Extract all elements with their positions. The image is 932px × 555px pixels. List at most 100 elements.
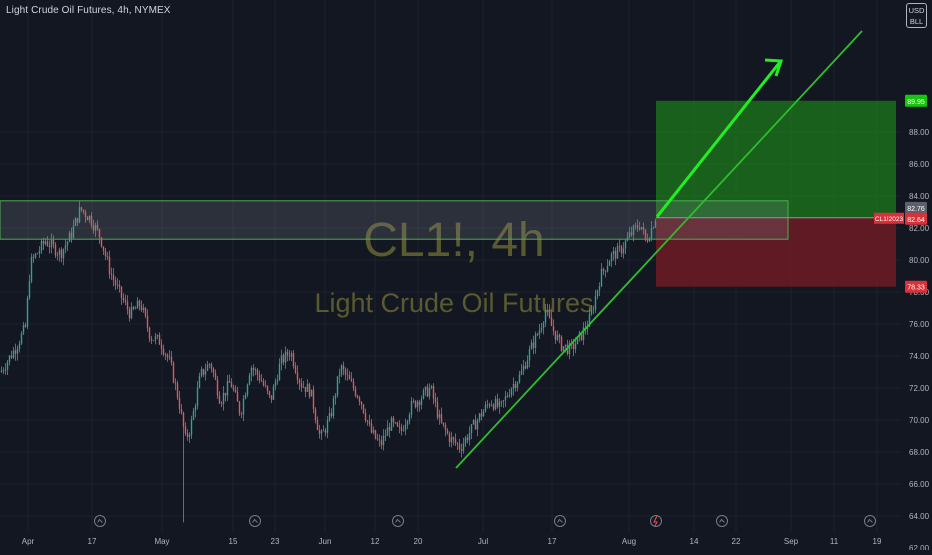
candle-body [548,309,551,318]
candle-body [80,207,83,210]
candle-body [568,342,571,354]
time-tick-label: 17 [88,537,97,546]
drawings[interactable] [455,30,863,469]
candle-body [282,355,285,363]
event-marker-icon[interactable] [94,515,106,527]
candle-body [338,374,341,377]
candle-body [352,381,355,389]
candle-body [560,336,563,351]
candle-body [538,330,541,335]
arrow-head [764,58,784,77]
event-markers[interactable] [94,515,876,527]
resistance-zone[interactable] [0,200,789,240]
candle-body [226,381,229,396]
candle-body [464,437,467,444]
candle-body [262,381,265,386]
candle-body [358,397,361,402]
trend-line[interactable] [455,30,863,469]
event-marker-icon[interactable] [864,515,876,527]
candle-body [44,241,47,244]
candle-body [140,305,143,310]
candle-body [318,430,321,434]
candle-body [478,413,481,421]
position-zones[interactable] [0,100,896,287]
candle-body [542,322,545,329]
candle-body [330,413,333,416]
chart-title: Light Crude Oil Futures, 4h, NYMEX [6,5,171,16]
event-marker-icon[interactable] [392,515,404,527]
candle-body [558,335,561,337]
time-tick-label: 12 [371,537,380,546]
lightning-glyph [653,515,658,527]
candle-body [462,443,465,451]
candle-body [128,309,131,319]
price-tick-label: 66.00 [909,480,930,489]
candle-body [206,364,209,371]
candle-body [304,386,307,392]
candle-body [88,215,91,221]
candle-body [246,384,249,395]
currency-label: USD [908,6,925,15]
candle-body [116,284,119,286]
candle-body [162,348,165,355]
candle-body [272,386,275,400]
candle-body [608,261,611,266]
event-circle [554,515,566,527]
price-tick-label: 72.00 [909,384,930,393]
candle-body [28,281,31,299]
candle-body [386,427,389,436]
candle-body [292,353,295,367]
candle-body [512,383,515,389]
entry-price-tag-text: 82.64 [907,217,925,224]
projection-arrow[interactable] [655,61,782,218]
candle-body [300,383,303,388]
currency-unit-button[interactable]: USD BLL [906,3,927,28]
event-marker-icon[interactable] [716,515,728,527]
candle-body [124,300,127,302]
candle-body [190,419,193,436]
candle-body [218,395,221,404]
time-tick-label: 22 [732,537,741,546]
candle-body [394,422,397,424]
candle-body [320,431,323,434]
event-circle [249,515,261,527]
candle-body [604,270,607,272]
candle-body [436,402,439,418]
candle-body [588,314,591,327]
candle-body [84,211,87,218]
candle-body [382,435,385,446]
time-tick-label: 19 [873,537,882,546]
candle-body [180,409,183,413]
candle-body [156,335,159,337]
candle-body [602,268,605,271]
event-marker-icon[interactable] [554,515,566,527]
profit-target-zone[interactable] [656,100,896,218]
time-tick-label: 20 [414,537,423,546]
stop-loss-zone[interactable] [656,217,896,287]
candle-body [132,307,135,309]
candle-body [346,374,349,376]
candle-body [554,330,557,340]
candle-body [276,380,279,382]
candle-body [634,225,637,227]
candle-body [296,372,299,380]
event-marker-icon[interactable] [249,515,261,527]
candle-body [188,435,191,437]
watermark-name: Light Crude Oil Futures [314,288,593,318]
price-tick-label: 76.00 [909,320,930,329]
candle-body [340,365,343,375]
lightning-event-icon[interactable] [650,515,662,527]
candle-body [488,404,491,406]
candle-body [426,386,429,397]
candle-body [348,375,351,380]
candle-body [160,344,163,349]
candle-body [618,246,621,247]
candle-body [238,401,241,414]
candle-body [454,439,457,444]
candle-body [14,350,17,354]
candle-body [598,286,601,291]
candle-body [196,387,199,407]
candle-body [600,268,603,287]
